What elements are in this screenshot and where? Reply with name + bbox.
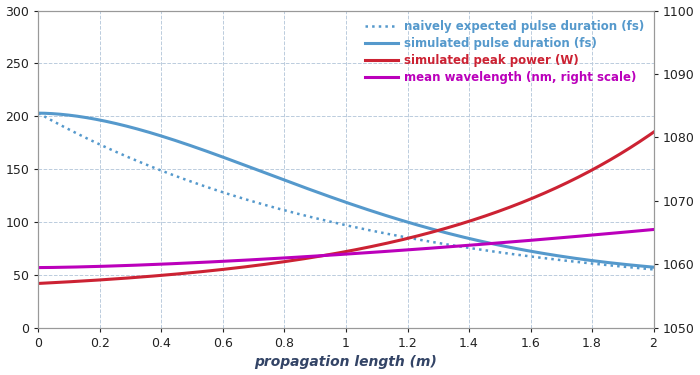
simulated peak power (W) [650, 130, 658, 135]
mean wavelength (nm, right scale) [283, 255, 291, 260]
simulated peak power (W) [283, 259, 291, 264]
simulated pulse duration (fs) [97, 118, 106, 123]
simulated pulse duration (fs) [525, 249, 533, 253]
mean wavelength (nm, right scale) [650, 227, 658, 232]
naively expected pulse duration (fs) [34, 111, 43, 116]
naively expected pulse duration (fs) [650, 267, 658, 272]
simulated pulse duration (fs) [305, 187, 314, 192]
naively expected pulse duration (fs) [456, 244, 465, 249]
simulated peak power (W) [525, 197, 533, 202]
mean wavelength (nm, right scale) [34, 266, 43, 270]
naively expected pulse duration (fs) [283, 209, 291, 213]
simulated pulse duration (fs) [650, 265, 658, 269]
simulated peak power (W) [456, 222, 465, 226]
simulated peak power (W) [514, 202, 522, 206]
simulated pulse duration (fs) [283, 179, 291, 183]
X-axis label: propagation length (m): propagation length (m) [255, 356, 438, 369]
Line: naively expected pulse duration (fs): naively expected pulse duration (fs) [38, 113, 654, 269]
simulated peak power (W) [34, 281, 43, 286]
simulated pulse duration (fs) [456, 234, 465, 239]
naively expected pulse duration (fs) [525, 254, 533, 258]
simulated peak power (W) [305, 256, 314, 260]
naively expected pulse duration (fs) [514, 253, 522, 257]
mean wavelength (nm, right scale) [97, 264, 106, 268]
Line: mean wavelength (nm, right scale): mean wavelength (nm, right scale) [38, 230, 654, 268]
mean wavelength (nm, right scale) [514, 239, 522, 244]
simulated pulse duration (fs) [34, 111, 43, 116]
simulated peak power (W) [97, 278, 106, 282]
mean wavelength (nm, right scale) [456, 244, 465, 248]
mean wavelength (nm, right scale) [305, 254, 314, 259]
Line: simulated peak power (W): simulated peak power (W) [38, 132, 654, 284]
Line: simulated pulse duration (fs): simulated pulse duration (fs) [38, 113, 654, 267]
Legend: naively expected pulse duration (fs), simulated pulse duration (fs), simulated p: naively expected pulse duration (fs), si… [361, 16, 648, 88]
simulated pulse duration (fs) [514, 247, 522, 251]
naively expected pulse duration (fs) [97, 143, 106, 147]
naively expected pulse duration (fs) [305, 214, 314, 219]
mean wavelength (nm, right scale) [525, 238, 533, 243]
